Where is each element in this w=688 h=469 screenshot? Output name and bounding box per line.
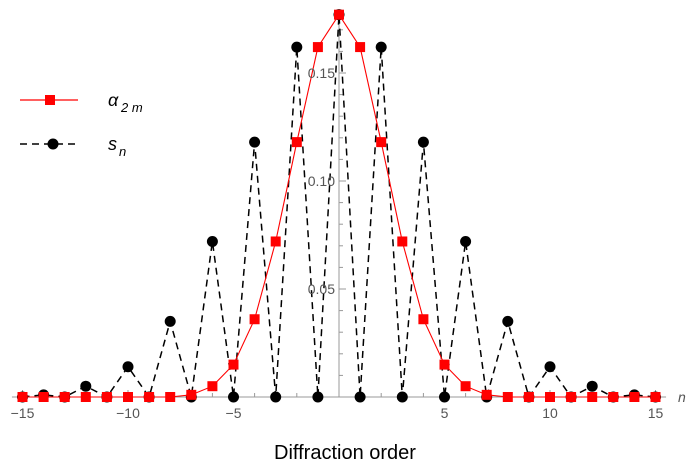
legend-subscript-alpha: 2 m [120, 100, 143, 115]
data-point-circle [270, 391, 282, 403]
data-point-square [165, 392, 176, 402]
data-point-square [439, 359, 450, 370]
legend-marker-square [45, 95, 55, 105]
data-point-square [207, 381, 218, 392]
data-point-square [650, 392, 661, 402]
data-point-circle [249, 136, 261, 148]
data-point-circle [228, 391, 239, 403]
data-point-square [566, 392, 577, 402]
data-point-square [481, 389, 492, 400]
data-point-square [355, 42, 366, 53]
data-point-square [312, 42, 323, 53]
data-point-square [523, 392, 534, 402]
data-point-circle [502, 315, 514, 327]
data-point-circle [586, 380, 598, 392]
data-point-circle [80, 380, 92, 392]
x-tick-label: 10 [542, 405, 558, 421]
data-point-square [587, 392, 598, 402]
data-point-circle [544, 361, 556, 373]
data-point-circle [122, 361, 134, 373]
data-point-square [502, 392, 513, 402]
series-layer [17, 9, 661, 403]
y-tick-label: 0.10 [308, 173, 335, 189]
x-axis-label: Diffraction order [274, 442, 416, 464]
data-point-square [334, 9, 344, 20]
data-point-circle [206, 235, 218, 247]
data-point-square [608, 392, 619, 402]
data-point-square [144, 392, 155, 402]
data-point-square [249, 314, 260, 325]
ticks-layer: −15 −10 −5 5 10 15 0.05 0.10 0.15 [11, 65, 664, 421]
y-tick-label: 0.15 [308, 65, 335, 81]
x-tick-label: −10 [116, 405, 140, 421]
data-point-circle [164, 315, 176, 327]
legend-marker-circle [47, 138, 59, 150]
x-tick-label: 5 [441, 405, 449, 421]
legend-subscript-s: n [119, 144, 126, 159]
data-point-square [17, 392, 28, 402]
legend: α 2 m s n [20, 90, 143, 159]
data-point-square [291, 137, 302, 148]
data-point-circle [439, 391, 450, 403]
legend-entry-alpha: α 2 m [20, 90, 143, 115]
data-point-square [418, 314, 429, 325]
legend-label-s: s [108, 134, 117, 154]
data-point-square [59, 392, 70, 402]
x-tick-label: 15 [648, 405, 664, 421]
data-point-square [460, 381, 471, 392]
data-point-circle [354, 391, 366, 403]
data-point-square [38, 392, 49, 402]
data-point-square [545, 392, 555, 402]
data-point-circle [460, 235, 472, 247]
y-tick-label: 0.05 [308, 281, 335, 297]
legend-entry-s: s n [20, 134, 126, 159]
data-point-square [123, 392, 133, 402]
data-point-square [186, 389, 197, 400]
data-point-circle [396, 391, 408, 403]
data-point-circle [375, 41, 387, 53]
data-point-square [228, 359, 239, 370]
data-point-square [397, 236, 408, 247]
data-point-square [270, 236, 281, 247]
data-point-circle [312, 391, 324, 403]
x-tick-label: −15 [11, 405, 35, 421]
data-point-square [376, 137, 387, 148]
axes [11, 14, 667, 398]
x-axis-name: n [678, 389, 686, 405]
data-point-square [101, 392, 112, 402]
legend-label-alpha: α [108, 90, 119, 110]
data-point-circle [291, 41, 303, 53]
data-point-square [629, 392, 640, 402]
data-point-square [80, 392, 91, 402]
series-alpha [17, 9, 661, 402]
x-tick-label: −5 [226, 405, 242, 421]
data-point-circle [417, 136, 429, 148]
